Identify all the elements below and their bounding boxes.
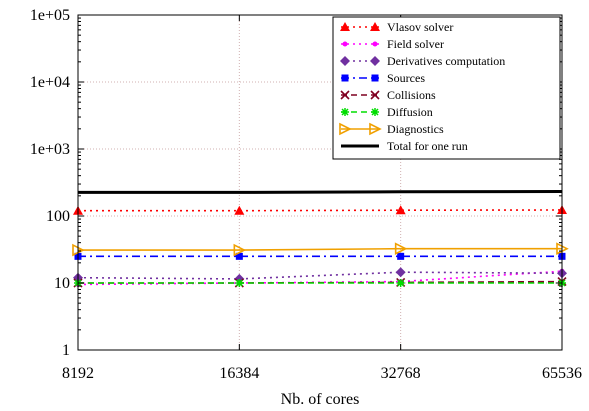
series-layer: [72, 190, 569, 288]
series-line: [78, 190, 563, 194]
y-tick-label: 1e+05: [30, 7, 70, 24]
legend-label: Derivatives computation: [387, 54, 505, 68]
legend-marker: [341, 108, 349, 116]
data-point: [233, 243, 247, 257]
axis-ticks: 8192 16384 32768 65536 1 10 100 1e+03 1e+04 1e+05: [30, 7, 582, 382]
series-0: [73, 204, 567, 215]
legend-entry: Diffusion: [341, 105, 433, 119]
legend-label: Vlasov solver: [387, 20, 453, 34]
data-point: [397, 252, 405, 260]
legend-entry: Sources: [341, 71, 425, 85]
legend-entry: Total for one run: [341, 139, 468, 153]
data-point: [235, 279, 244, 287]
legend-marker: [339, 122, 352, 136]
legend-marker: [370, 90, 380, 100]
data-point: [235, 252, 243, 260]
x-axis-title: Nb. of cores: [281, 391, 360, 408]
data-point: [395, 205, 406, 215]
legend-marker: [341, 74, 349, 82]
y-tick-label: 1e+03: [30, 141, 70, 158]
x-tick-label: 65536: [542, 365, 582, 382]
series-1: [75, 268, 565, 287]
legend-entry: Vlasov solver: [340, 20, 453, 34]
legend-label: Diffusion: [387, 105, 433, 119]
legend-marker: [340, 22, 350, 31]
legend-entry: Diagnostics: [339, 122, 444, 136]
legend-label: Collisions: [387, 88, 436, 102]
plot-frame: [77, 14, 563, 351]
legend-marker: [370, 22, 380, 31]
series-6: [72, 242, 569, 257]
legend-marker: [371, 108, 379, 116]
x-tick-label: 8192: [62, 365, 94, 382]
legend-label: Sources: [387, 71, 425, 85]
data-point: [396, 279, 405, 287]
legend-marker: [340, 90, 350, 100]
legend-box: [332, 16, 561, 160]
y-tick-label: 10: [54, 275, 70, 292]
series-line: [77, 270, 563, 286]
legend-marker: [371, 74, 379, 82]
data-point: [394, 242, 408, 255]
y-tick-label: 100: [46, 208, 70, 225]
legend-entry: Field solver: [341, 37, 444, 51]
legend-entry: Collisions: [340, 88, 436, 102]
legend-label: Field solver: [387, 37, 444, 51]
legend: Vlasov solver Field solver Derivatives com…: [332, 16, 561, 160]
series-3: [74, 252, 566, 260]
x-tick-label: 16384: [219, 365, 259, 382]
legend-entry: Derivatives computation: [340, 54, 505, 68]
legend-label: Total for one run: [387, 139, 468, 153]
legend-marker: [370, 56, 380, 66]
data-point: [395, 267, 406, 278]
legend-marker: [342, 41, 348, 47]
x-tick-label: 32768: [381, 365, 421, 382]
legend-marker: [372, 41, 378, 47]
legend-marker: [340, 56, 350, 66]
data-point: [234, 205, 245, 215]
y-tick-label: 1e+04: [30, 74, 70, 91]
series-7: [78, 190, 563, 194]
series-line: [78, 209, 563, 212]
series-line: [78, 247, 562, 251]
legend-marker: [369, 122, 382, 136]
y-tick-label: 1: [62, 342, 70, 359]
legend-label: Diagnostics: [387, 122, 444, 136]
series-line: [77, 271, 563, 280]
